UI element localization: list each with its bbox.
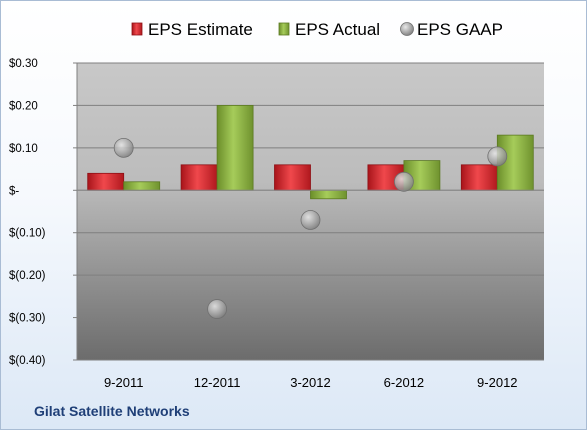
legend-label: EPS GAAP xyxy=(417,20,503,39)
y-tick-label: $0.10 xyxy=(9,143,38,155)
y-tick-label: $(0.30) xyxy=(9,313,46,325)
y-tick-label: $(0.10) xyxy=(9,228,46,240)
legend-item-gaap: EPS GAAP xyxy=(400,20,503,39)
legend-swatch xyxy=(278,22,290,36)
y-tick-label: $0.30 xyxy=(9,58,38,70)
eps-estimate-bar xyxy=(180,164,218,191)
x-category-label: 6-2012 xyxy=(384,375,424,390)
legend-label: EPS Estimate xyxy=(148,20,253,39)
eps-gaap-marker xyxy=(393,171,414,192)
legend-label: EPS Actual xyxy=(295,20,380,39)
y-tick-label: $(0.20) xyxy=(9,270,46,282)
y-tick-label: $- xyxy=(9,185,19,197)
x-category-label: 9-2011 xyxy=(104,375,144,390)
legend-item-estimate: EPS Estimate xyxy=(131,20,253,39)
eps-estimate-bar xyxy=(87,172,125,191)
y-tick-label: $0.20 xyxy=(9,100,38,112)
eps-gaap-marker xyxy=(113,137,134,158)
x-category-label: 9-2012 xyxy=(477,375,517,390)
eps-actual-bar xyxy=(123,181,161,191)
x-category-label: 3-2012 xyxy=(290,375,330,390)
chart-legend: EPS Estimate EPS Actual EPS GAAP xyxy=(131,20,503,39)
eps-estimate-bar xyxy=(274,164,311,191)
eps-gaap-marker xyxy=(487,146,508,167)
eps-actual-bar xyxy=(310,189,347,200)
company-name: Gilat Satellite Networks xyxy=(34,403,190,419)
legend-item-actual: EPS Actual xyxy=(278,20,380,39)
legend-swatch xyxy=(400,22,414,36)
legend-swatch xyxy=(131,22,143,36)
eps-actual-bar xyxy=(216,105,254,191)
x-category-label: 12-2011 xyxy=(194,375,241,390)
eps-gaap-marker xyxy=(300,210,321,230)
eps-estimate-bar xyxy=(460,164,498,191)
eps-gaap-marker xyxy=(207,299,228,319)
y-tick-label: $(0.40) xyxy=(9,355,46,367)
